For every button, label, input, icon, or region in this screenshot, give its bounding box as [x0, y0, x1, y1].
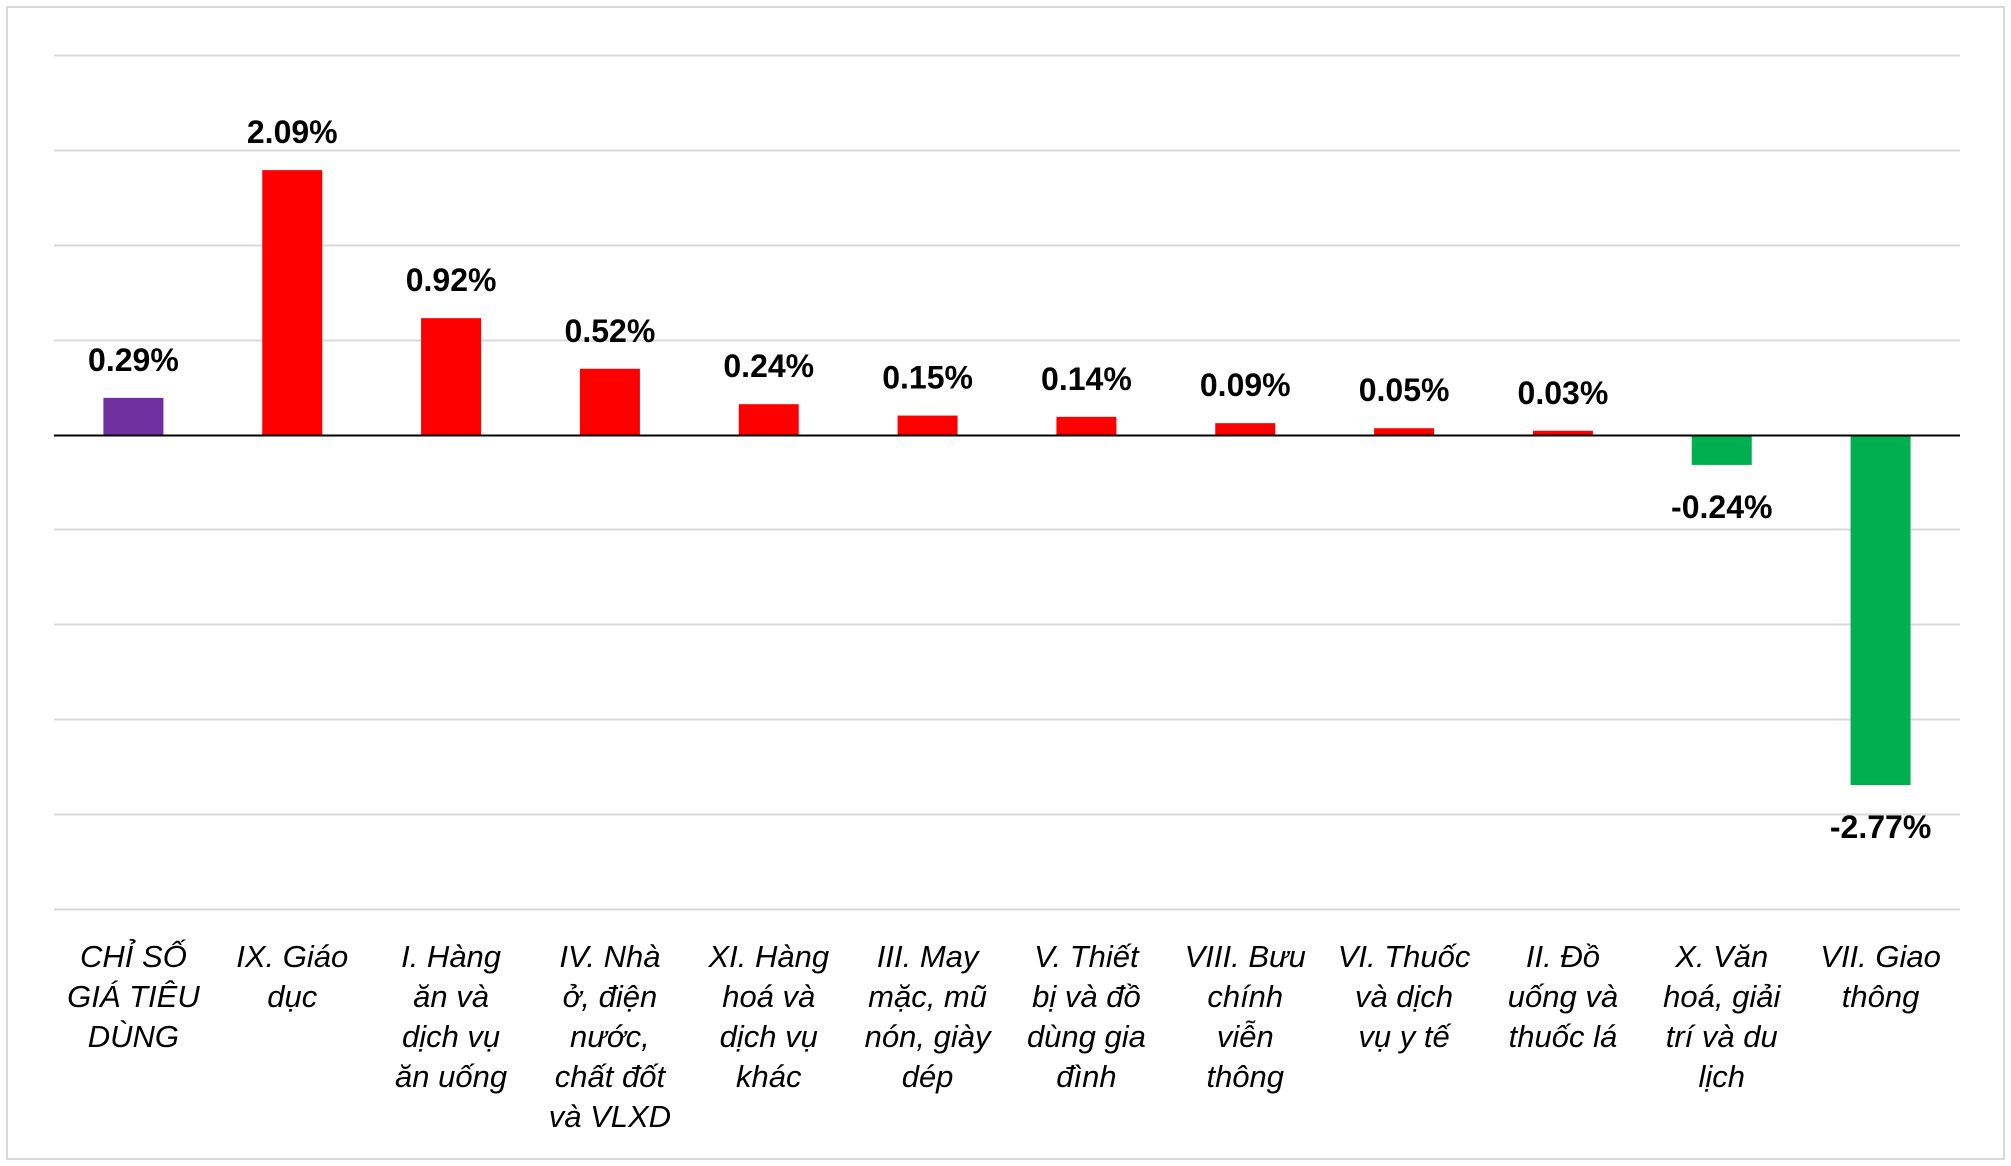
category-label-line: thông — [1206, 1059, 1284, 1094]
category-label-line: uống và — [1508, 979, 1618, 1014]
category-label-line: DÙNG — [88, 1019, 179, 1054]
category-label-line: mặc, mũ — [868, 979, 987, 1014]
category-label-line: chất đốt — [555, 1059, 667, 1094]
category-label: IV. Nhà ở, điện nước, chất đốt và VLXD — [549, 939, 671, 1134]
category-label-line: nón, giày — [865, 1019, 993, 1054]
category-label-line: ăn uống — [395, 1059, 507, 1094]
data-label: 0.92% — [406, 262, 497, 298]
category-label: I. Hàng ăn và dịch vụ ăn uống — [395, 939, 507, 1094]
chart-frame — [6, 6, 2005, 1160]
category-label-line: chính — [1207, 979, 1283, 1014]
category-label: IX. Giáo dục — [236, 939, 348, 1014]
category-label-line: hoá và — [722, 979, 815, 1014]
category-label-line: III. May — [877, 939, 981, 974]
data-label: 0.03% — [1518, 375, 1609, 411]
bar — [897, 415, 958, 435]
category-label: II. Đồ uống và thuốc lá — [1508, 939, 1618, 1054]
category-label-line: dịch vụ — [720, 1019, 818, 1054]
category-label-line: ăn và — [413, 979, 489, 1014]
bar — [1850, 434, 1911, 786]
data-label: -2.77% — [1830, 809, 1931, 845]
category-label: CHỈ SỐ GIÁ TIÊU DÙNG — [67, 938, 200, 1054]
data-labels: 0.29% 2.09% 0.92% 0.52% 0.24% 0.15% 0.14% 0.09%… — [88, 114, 1931, 845]
bar — [1215, 423, 1276, 435]
bar — [421, 318, 482, 435]
category-label-line: trí và du — [1666, 1019, 1778, 1054]
category-label-line: I. Hàng — [401, 939, 501, 974]
category-label-line: dùng gia — [1027, 1019, 1146, 1054]
data-label: 0.29% — [88, 342, 179, 378]
data-label: 2.09% — [247, 114, 338, 150]
category-label-line: dép — [902, 1059, 954, 1094]
category-label-line: thuốc lá — [1509, 1019, 1618, 1054]
bar — [1374, 428, 1435, 435]
category-label: VIII. Bưu chính viễn thông — [1185, 939, 1306, 1094]
category-label-line: VI. Thuốc — [1338, 939, 1471, 974]
bar — [103, 397, 164, 435]
category-label-line: đình — [1056, 1059, 1116, 1094]
data-label: 0.14% — [1041, 361, 1132, 397]
data-label: 0.15% — [882, 360, 973, 396]
category-label-line: viễn — [1217, 1019, 1274, 1054]
bar — [1532, 430, 1593, 435]
category-label: VII. Giao thông — [1820, 939, 1941, 1014]
category-label-line: và dịch — [1355, 979, 1453, 1014]
category-label-line: VIII. Bưu — [1185, 939, 1306, 974]
data-label: 0.09% — [1200, 367, 1291, 403]
category-label-line: vụ y tế — [1358, 1019, 1452, 1054]
category-label-line: dục — [267, 979, 317, 1014]
bar — [262, 170, 323, 435]
bar — [1056, 416, 1117, 435]
category-label: X. Văn hoá, giải trí và du lịch — [1663, 939, 1781, 1094]
category-label-line: dịch vụ — [402, 1019, 500, 1054]
category-label-line: nước, — [570, 1019, 650, 1054]
data-label: 0.24% — [723, 348, 814, 384]
category-label-line: IV. Nhà — [559, 939, 660, 974]
category-label-line: V. Thiết — [1034, 939, 1140, 974]
category-label: XI. Hàng hoá và dịch vụ khác — [707, 939, 829, 1094]
bar — [579, 368, 640, 435]
category-label: III. May mặc, mũ nón, giày dép — [865, 939, 993, 1094]
data-label: -0.24% — [1671, 489, 1772, 525]
data-label: 0.05% — [1359, 372, 1450, 408]
category-label-line: bị và đồ — [1032, 979, 1141, 1014]
category-label-line: ở, điện — [563, 979, 658, 1014]
data-label: 0.52% — [565, 313, 656, 349]
bar — [738, 404, 799, 435]
category-label-line: IX. Giáo — [236, 939, 348, 974]
bar — [1691, 434, 1752, 465]
category-label-line: CHỈ SỐ — [80, 938, 187, 974]
category-label: VI. Thuốc và dịch vụ y tế — [1338, 939, 1471, 1054]
category-label-line: VII. Giao — [1820, 939, 1941, 974]
category-label: V. Thiết bị và đồ dùng gia đình — [1027, 939, 1146, 1094]
category-label-line: khác — [736, 1059, 802, 1094]
bars — [103, 170, 1911, 786]
gridlines — [54, 54, 1960, 911]
category-labels: CHỈ SỐ GIÁ TIÊU DÙNG IX. Giáo dục I. Hàng ăn v… — [67, 938, 1941, 1134]
category-label-line: và VLXD — [549, 1099, 671, 1134]
category-label-line: X. Văn — [1674, 939, 1768, 974]
category-label-line: GIÁ TIÊU — [67, 979, 200, 1014]
category-label-line: hoá, giải — [1663, 979, 1781, 1014]
category-label-line: lịch — [1698, 1059, 1745, 1094]
category-label-line: XI. Hàng — [707, 939, 829, 974]
category-label-line: II. Đồ — [1526, 939, 1600, 974]
category-label-line: thông — [1842, 979, 1920, 1014]
